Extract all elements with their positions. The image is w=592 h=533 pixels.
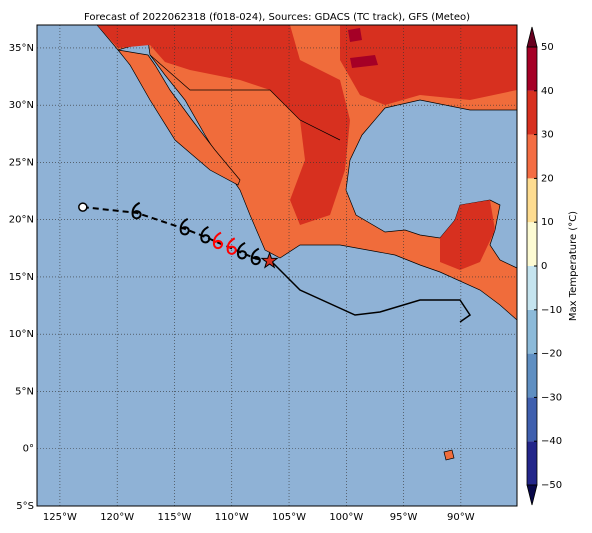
colorbar-tick-label: 40 (541, 86, 554, 97)
lat-tick-label: 30°N (9, 100, 34, 111)
colorbar-bin (527, 353, 537, 398)
colorbar-bin (527, 47, 537, 91)
cyclone-symbol (200, 225, 211, 244)
cyclone-symbol (236, 242, 248, 260)
colorbar-tick-label: 20 (541, 173, 554, 184)
lon-tick-label: 95°W (390, 512, 418, 523)
lon-tick-label: 115°W (157, 512, 191, 523)
past-track (269, 259, 472, 323)
land (96, 24, 518, 461)
current-position (260, 251, 279, 269)
colorbar-tick-label: −50 (541, 480, 562, 491)
lon-tick-label: 110°W (215, 512, 249, 523)
map-frame (36, 24, 518, 507)
colorbar-tick-label: 30 (541, 130, 554, 141)
colorbar-label: Max Temperature (°C) (568, 211, 579, 321)
colorbar-extend-max (526, 26, 538, 48)
lon-tick-label: 125°W (43, 512, 77, 523)
colorbar-bin (527, 134, 537, 179)
colorbar-bin (527, 178, 537, 223)
lon-tick-label: 100°W (329, 512, 363, 523)
cyclone-symbol (179, 217, 190, 236)
cyclone-symbol (131, 201, 142, 220)
lat-tick-label: 0° (23, 444, 34, 455)
track-point (78, 202, 88, 212)
lat-tick-label: 10°N (9, 329, 34, 340)
colorbar-bin (527, 397, 537, 442)
lon-tick-label: 90°W (447, 512, 475, 523)
colorbar-tick-label: 0 (541, 261, 547, 272)
lat-tick-label: 5°N (15, 386, 34, 397)
colorbar-bin (527, 441, 537, 485)
colorbar-bin (527, 90, 537, 135)
colorbar-tick-label: −20 (541, 349, 562, 360)
colorbar-tick-label: −40 (541, 436, 562, 447)
colorbar-tick-label: 10 (541, 217, 554, 228)
colorbar-extend-min (526, 484, 538, 506)
lat-tick-label: 35°N (9, 43, 34, 54)
lon-tick-label: 105°W (272, 512, 306, 523)
colorbar-bin (527, 222, 537, 266)
cyclone-symbol (212, 231, 224, 250)
lat-tick-label: 25°N (9, 157, 34, 168)
colorbar-tick-label: −10 (541, 305, 562, 316)
colorbar-bin (527, 266, 537, 310)
colorbar-tick-label: 50 (541, 42, 554, 53)
colorbar-tick-label: −30 (541, 392, 562, 403)
lat-tick-label: 20°N (9, 215, 34, 226)
track-line (82, 206, 270, 262)
lat-tick-label: 15°N (9, 272, 34, 283)
cyclone-symbol (226, 237, 237, 255)
lat-tick-label: 5°S (16, 501, 34, 512)
colorbar-bin (527, 309, 537, 354)
lon-tick-label: 120°W (100, 512, 134, 523)
map-title: Forecast of 2022062318 (f018-024), Sourc… (84, 12, 470, 23)
cyclone-symbol (250, 247, 261, 266)
